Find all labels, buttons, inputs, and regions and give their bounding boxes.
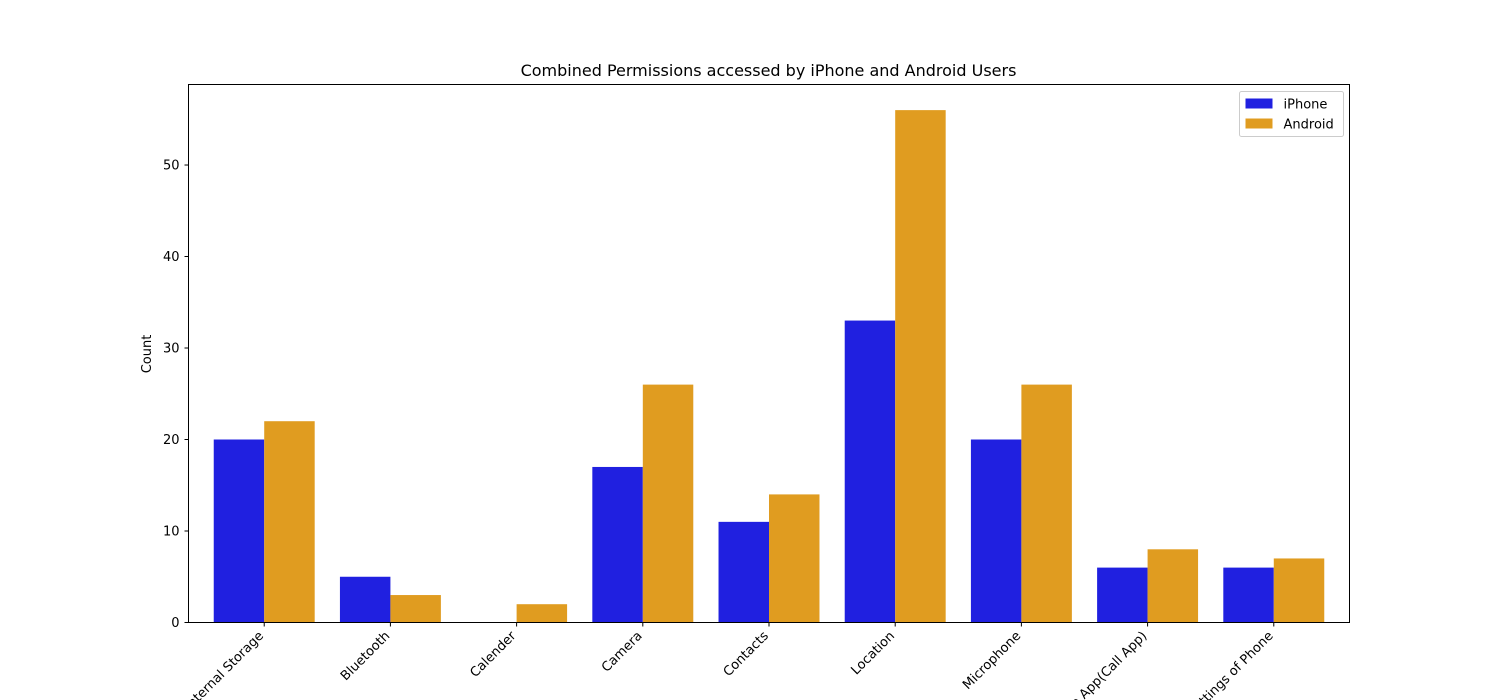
bar-iphone-3 bbox=[592, 466, 643, 623]
y-tick-label: 0 bbox=[171, 616, 179, 631]
bar-iphone-1 bbox=[339, 576, 391, 623]
bar-android-5 bbox=[895, 110, 946, 623]
y-tick-label: 30 bbox=[163, 342, 180, 357]
y-tick-label: 50 bbox=[163, 159, 180, 174]
bar-android-6 bbox=[1021, 384, 1072, 623]
bar-android-8 bbox=[1273, 558, 1325, 623]
y-tick-label: 20 bbox=[163, 433, 180, 448]
x-tick-label: Location bbox=[849, 629, 898, 678]
bar-iphone-6 bbox=[970, 439, 1022, 623]
bar-iphone-5 bbox=[844, 320, 896, 623]
chart-title: Combined Permissions accessed by iPhone … bbox=[521, 61, 1017, 80]
bars-group bbox=[213, 110, 1325, 623]
legend-swatch-android bbox=[1245, 118, 1273, 129]
bar-android-3 bbox=[642, 384, 694, 623]
legend-label-android: Android bbox=[1284, 118, 1334, 133]
y-tick-label: 10 bbox=[163, 525, 180, 540]
plot-frame bbox=[188, 84, 1350, 623]
bar-iphone-0 bbox=[213, 439, 265, 623]
x-tick-label: Microphone bbox=[960, 629, 1024, 693]
x-tick-label: Camera bbox=[599, 629, 646, 676]
x-axis-ticks: Internal Storage Bluetooth Calender Camera C… bbox=[182, 622, 1277, 700]
bar-android-4 bbox=[769, 494, 820, 623]
bar-android-0 bbox=[264, 421, 315, 623]
bar-android-2 bbox=[516, 604, 568, 623]
x-tick-label: Calender bbox=[467, 628, 519, 680]
y-axis-ticks: 0 10 20 30 40 50 bbox=[163, 159, 189, 631]
legend-swatch-iphone bbox=[1245, 98, 1273, 109]
x-tick-label: Settings of Phone bbox=[1185, 629, 1276, 700]
x-tick-label: Bluetooth bbox=[338, 629, 393, 684]
y-tick-label: 40 bbox=[163, 250, 180, 265]
legend-label-iphone: iPhone bbox=[1284, 98, 1328, 113]
x-tick-label: Internal Storage bbox=[182, 629, 267, 700]
x-tick-label: Contacts bbox=[721, 629, 772, 680]
x-tick-label: Phone App(Call App) bbox=[1045, 629, 1150, 700]
y-axis-label: Count bbox=[140, 335, 155, 374]
legend: iPhone Android bbox=[1239, 91, 1344, 137]
bar-iphone-8 bbox=[1223, 567, 1274, 623]
bar-iphone-7 bbox=[1097, 567, 1148, 623]
bar-android-7 bbox=[1147, 549, 1199, 623]
bar-android-1 bbox=[390, 595, 441, 623]
bar-iphone-4 bbox=[718, 521, 769, 623]
